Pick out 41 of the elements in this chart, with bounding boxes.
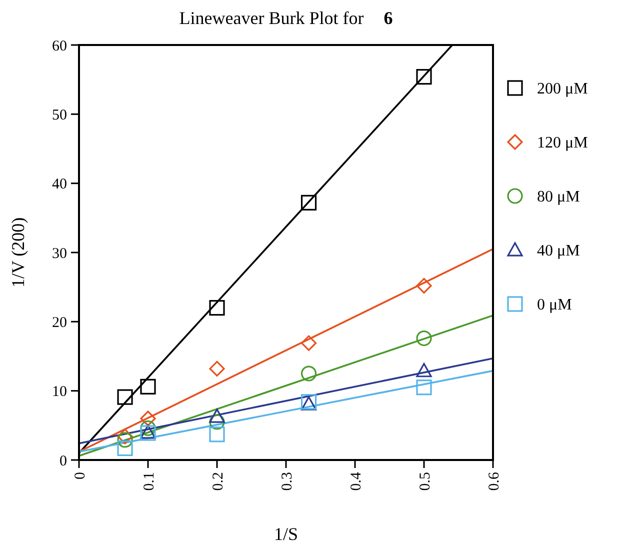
x-tick-label: 0.1 xyxy=(141,472,158,491)
point xyxy=(140,410,156,426)
point xyxy=(117,440,133,456)
legend-label: 0 μM xyxy=(537,296,572,314)
point xyxy=(416,69,432,85)
x-tick-label: 0.6 xyxy=(486,472,502,491)
x-axis-title: 1/S xyxy=(274,524,298,544)
legend-label: 120 μM xyxy=(537,134,588,152)
point xyxy=(300,366,317,382)
point xyxy=(209,360,225,376)
legend-label: 200 μM xyxy=(537,80,588,98)
point xyxy=(209,414,225,430)
point xyxy=(300,335,317,351)
point xyxy=(300,194,317,210)
y-tick-label: 40 xyxy=(52,176,67,193)
point xyxy=(209,426,225,442)
point xyxy=(117,428,133,444)
legend-label: 40 μM xyxy=(537,242,580,260)
point xyxy=(117,432,133,448)
y-axis-title: 1/V (200) xyxy=(8,217,28,288)
point xyxy=(209,408,225,423)
point xyxy=(140,378,156,394)
y-tick-label: 60 xyxy=(52,38,67,54)
x-tick-label: 0.3 xyxy=(279,472,296,491)
y-tick-label: 20 xyxy=(52,314,67,331)
y-tick-label: 30 xyxy=(52,246,67,262)
legend-label: 80 μM xyxy=(537,188,580,206)
chart-title: Lineweaver Burk Plot for 6 xyxy=(179,8,393,28)
x-tick-label: 0 xyxy=(72,472,88,480)
point xyxy=(209,300,225,316)
point xyxy=(117,389,133,405)
x-tick-label: 0.2 xyxy=(210,472,226,491)
point xyxy=(416,380,432,396)
point xyxy=(416,278,432,294)
point xyxy=(416,330,432,346)
y-tick-label: 0 xyxy=(60,453,67,470)
y-tick-label: 10 xyxy=(52,384,67,400)
point xyxy=(416,362,432,378)
y-tick-label: 50 xyxy=(52,107,67,124)
x-tick-label: 0.5 xyxy=(417,472,434,491)
x-tick-label: 0.4 xyxy=(348,472,364,491)
